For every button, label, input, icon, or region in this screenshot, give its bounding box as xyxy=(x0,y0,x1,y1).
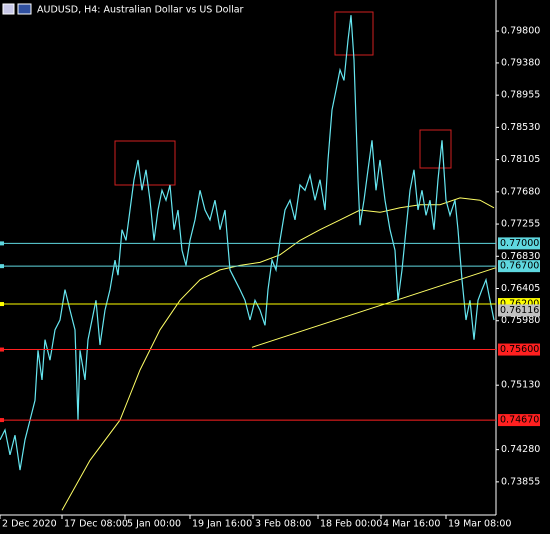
price-line xyxy=(0,15,495,471)
annotation-box xyxy=(419,129,452,169)
x-tick-label: 4 Mar 16:00 xyxy=(383,519,440,530)
y-tick-label: 0.76405 xyxy=(501,283,540,294)
level-label: 0.76200 xyxy=(500,299,539,310)
level-label: 0.76700 xyxy=(500,261,539,272)
level-marker xyxy=(0,418,4,423)
level-label: 0.74670 xyxy=(500,415,539,426)
level-label: 0.75600 xyxy=(500,344,539,355)
current-price-label: 0.76116 xyxy=(500,305,539,316)
x-tick-label: 17 Dec 08:00 xyxy=(64,519,128,530)
chart-title: AUDUSD, H4: Australian Dollar vs US Doll… xyxy=(37,5,244,16)
current-price-box xyxy=(498,304,540,317)
annotation-box xyxy=(114,140,176,186)
icon xyxy=(2,3,15,15)
y-tick-label: 0.79800 xyxy=(501,26,540,37)
y-tick-label: 0.79380 xyxy=(501,57,540,68)
level-label-box xyxy=(498,343,540,356)
x-tick-label: 5 Jan 00:00 xyxy=(127,519,181,530)
x-tick-label: 19 Mar 08:00 xyxy=(448,519,511,530)
y-tick-label: 0.74280 xyxy=(501,444,540,455)
level-label-box xyxy=(498,237,540,250)
y-tick-label: 0.78530 xyxy=(501,122,540,133)
x-tick-label: 18 Feb 00:00 xyxy=(320,519,382,530)
level-marker xyxy=(0,264,4,269)
level-label: 0.77000 xyxy=(500,238,539,249)
y-tick-label: 0.75130 xyxy=(501,380,540,391)
y-tick-label: 0.73855 xyxy=(501,476,540,487)
level-marker xyxy=(0,347,4,352)
x-tick-label: 2 Dec 2020 xyxy=(2,519,57,530)
level-marker xyxy=(0,241,4,246)
level-marker xyxy=(0,302,4,307)
y-tick-label: 0.78955 xyxy=(501,90,540,101)
x-tick-label: 19 Jan 16:00 xyxy=(192,519,252,530)
y-tick-label: 0.77680 xyxy=(501,186,540,197)
trendline xyxy=(251,267,497,348)
y-tick-label: 0.78105 xyxy=(501,154,540,165)
y-tick-label: 0.75980 xyxy=(501,315,540,326)
y-tick-label: 0.76830 xyxy=(501,251,540,262)
y-tick-label: 0.77255 xyxy=(501,219,540,230)
x-tick-label: 3 Feb 08:00 xyxy=(255,519,311,530)
flag-icon xyxy=(17,3,32,15)
level-label-box xyxy=(498,260,540,273)
level-label-box xyxy=(498,414,540,427)
